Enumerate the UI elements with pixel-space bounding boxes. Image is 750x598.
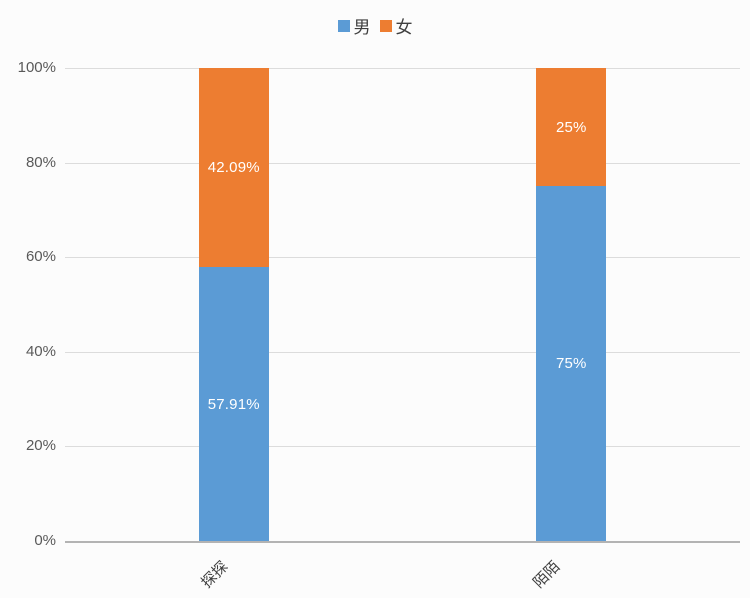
y-axis-tick-label: 0% — [34, 532, 56, 549]
legend-item-male: 男 — [337, 13, 371, 38]
bar-tantan: 57.91% 42.09% — [198, 68, 269, 541]
y-axis-tick-label: 20% — [25, 437, 56, 455]
bar-segment-momo-male: 75% — [536, 186, 607, 541]
gridline — [65, 68, 740, 69]
bar-segment-tantan-female: 42.09% — [198, 68, 269, 268]
data-label-tantan-female: 42.09% — [207, 159, 260, 177]
x-axis-label-momo: 陌陌 — [530, 558, 564, 592]
gridline — [65, 257, 740, 259]
female-series-swatch-icon — [379, 19, 392, 32]
y-axis-tick-label: 40% — [25, 342, 56, 360]
bar-segment-tantan-male: 57.91% — [198, 267, 269, 541]
gridline — [65, 351, 740, 353]
data-label-momo-male: 75% — [555, 355, 587, 373]
gridline — [65, 446, 740, 448]
chart-legend: 男 女 — [0, 13, 750, 38]
legend-label-male: 男 — [353, 18, 371, 37]
data-label-momo-female: 25% — [555, 118, 587, 136]
gridline — [65, 162, 740, 164]
bar-segment-momo-female: 25% — [536, 68, 607, 187]
legend-item-female: 女 — [379, 13, 413, 38]
male-series-swatch-icon — [337, 19, 350, 32]
legend-label-female: 女 — [395, 18, 413, 37]
y-axis-tick-label: 100% — [17, 59, 56, 76]
y-axis-tick-label: 80% — [25, 153, 56, 171]
x-axis-line — [65, 541, 740, 543]
bar-momo: 75% 25% — [536, 68, 607, 541]
x-axis-label-tantan: 探探 — [198, 558, 232, 592]
data-label-tantan-male: 57.91% — [207, 395, 260, 413]
y-axis-tick-label: 60% — [25, 248, 56, 266]
